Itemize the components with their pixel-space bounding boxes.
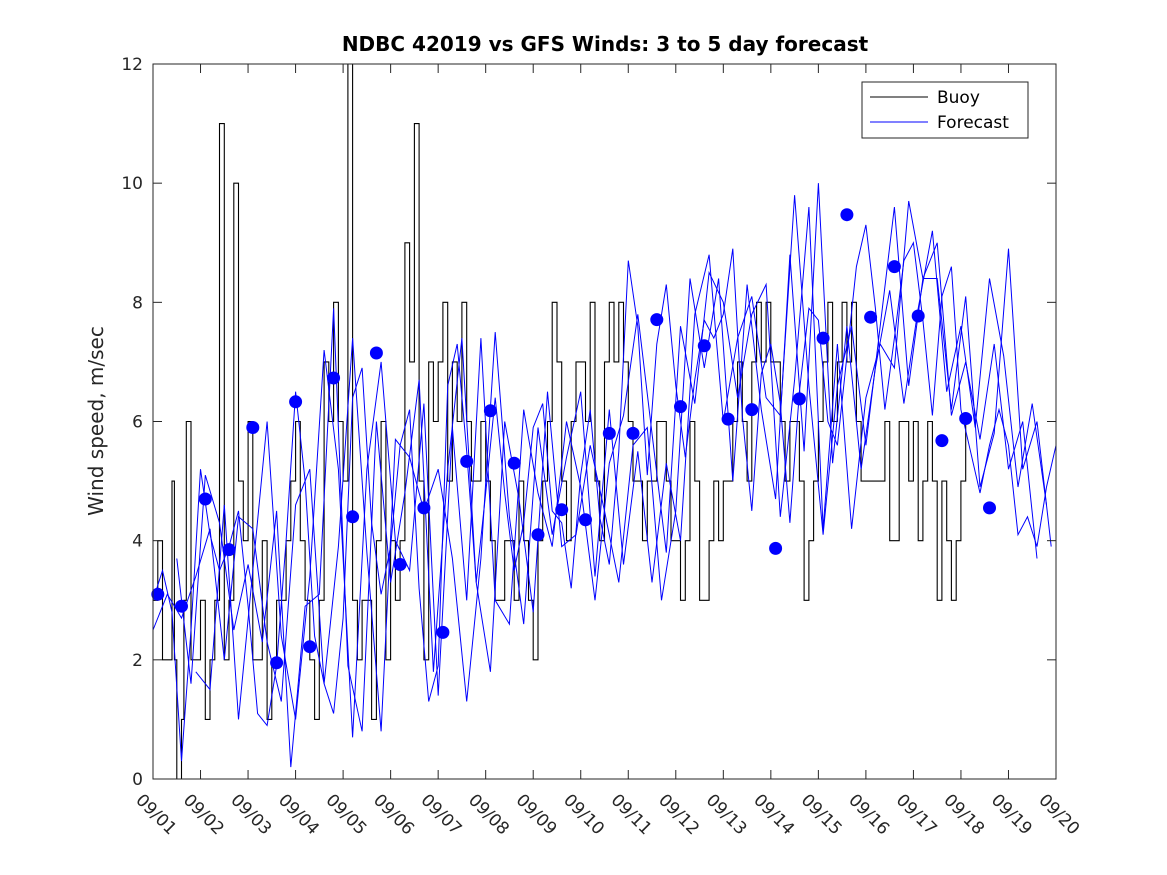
y-tick-label: 8	[132, 293, 143, 313]
forecast-point	[198, 492, 212, 506]
forecast-point	[369, 346, 383, 360]
y-tick-label: 12	[121, 55, 143, 75]
forecast-point	[436, 625, 450, 639]
forecast-point	[983, 501, 996, 515]
forecast-point	[246, 421, 260, 434]
forecast-point	[327, 371, 341, 385]
forecast-point	[417, 501, 431, 515]
forecast-point	[840, 208, 854, 222]
forecast-point	[674, 400, 687, 414]
forecast-point	[792, 392, 806, 406]
forecast-point	[270, 656, 284, 670]
forecast-point	[346, 510, 360, 524]
legend-buoy-label: Buoy	[937, 88, 980, 108]
y-tick-label: 10	[121, 174, 143, 194]
forecast-point	[393, 558, 407, 571]
forecast-point	[887, 260, 901, 274]
forecast-point	[721, 412, 735, 426]
forecast-point	[289, 395, 303, 409]
forecast-point	[507, 456, 521, 470]
forecast-trace-1	[152, 195, 1052, 732]
legend: Buoy Forecast	[861, 81, 1029, 139]
y-tick-label: 4	[132, 532, 143, 552]
forecast-point	[555, 503, 569, 517]
forecast-point	[151, 587, 165, 601]
forecast-point	[745, 403, 759, 417]
y-tick-label: 6	[132, 413, 143, 433]
forecast-point	[959, 412, 973, 425]
forecast-trace-3	[195, 200, 1038, 738]
forecast-point	[650, 313, 664, 327]
forecast-point	[626, 426, 640, 440]
y-tick-label: 0	[132, 770, 143, 790]
forecast-point	[816, 331, 830, 345]
y-tick-label: 2	[132, 651, 143, 671]
forecast-point	[911, 309, 925, 323]
forecast-point	[483, 404, 497, 418]
forecast-point	[935, 434, 949, 448]
forecast-point	[697, 339, 711, 353]
y-axis-label: Wind speed, m/sec	[84, 326, 108, 516]
forecast-point	[175, 599, 188, 613]
forecast-point	[579, 513, 592, 527]
forecast-point	[460, 454, 474, 468]
forecast-point	[769, 541, 783, 555]
forecast-trace-0	[152, 224, 1057, 762]
forecast-point	[303, 640, 317, 654]
forecast-point	[602, 426, 616, 440]
forecast-point	[531, 528, 545, 542]
forecast-point	[864, 310, 878, 324]
legend-forecast-label: Forecast	[937, 113, 1009, 133]
chart-title: NDBC 42019 vs GFS Winds: 3 to 5 day fore…	[342, 32, 869, 56]
forecast-point	[222, 543, 236, 557]
forecast-trace-2	[176, 183, 1047, 768]
